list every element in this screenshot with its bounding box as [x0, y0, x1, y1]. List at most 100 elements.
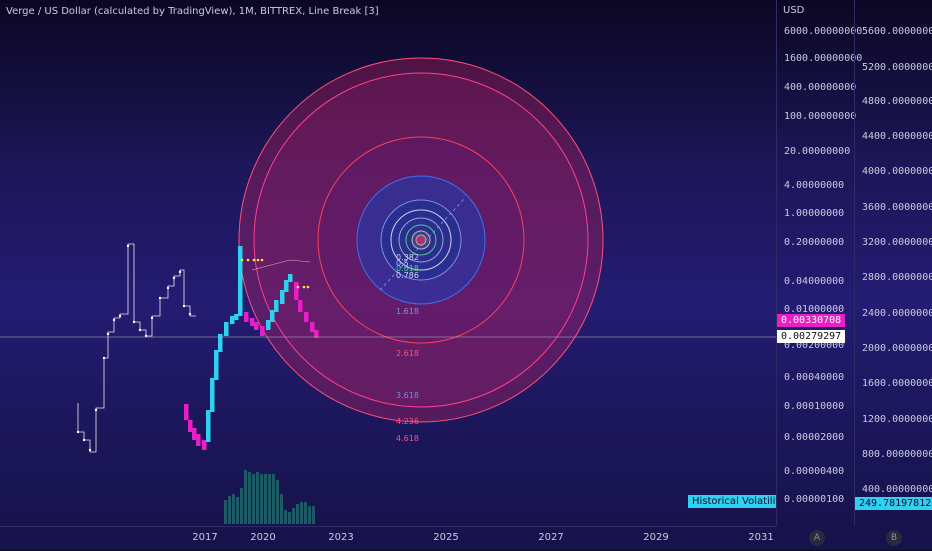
price-tick-label: 0.00000100: [784, 494, 845, 505]
volatility-bar: [288, 512, 291, 524]
chart-area[interactable]: 0.382 0.5 0.618 0.786 1.618 2.618 3.618 4.236 4.…: [0, 0, 776, 526]
volatility-bar: [272, 474, 275, 524]
volatility-bar: [260, 474, 263, 524]
volatility-bar: [276, 480, 279, 524]
volatility-histogram: [224, 470, 315, 524]
down-bar: [314, 330, 319, 338]
up-bar: [270, 310, 275, 322]
volatility-bar: [232, 494, 235, 524]
up-bar: [210, 378, 215, 412]
price-tick-label: 0.00000400: [784, 466, 845, 477]
price-tick-label: 1600.00000000: [784, 53, 863, 64]
volatility-bar: [268, 474, 271, 524]
volatility-tick-label: 4800.00000000: [862, 96, 932, 107]
price-tick-label: 6000.00000000: [784, 26, 863, 37]
time-tick-label: 2023: [328, 532, 354, 543]
up-bar: [280, 290, 285, 304]
volatility-bar: [284, 510, 287, 524]
fib-level-label: 1.618: [396, 307, 419, 316]
volatility-bar: [300, 502, 303, 524]
auto-scale-button[interactable]: A: [809, 530, 825, 546]
price-axis-right[interactable]: 5600.00000000 5200.00000000 4800.00000000 4…: [854, 0, 932, 526]
volatility-bar: [308, 506, 311, 524]
down-bar: [196, 434, 201, 446]
crosshair-price-badge: 0.00279297: [777, 330, 846, 343]
line-point: [82, 438, 86, 442]
signal-marker: [246, 258, 250, 262]
price-tick-label: 0.00002000: [784, 432, 845, 443]
price-tick-label: 0.20000000: [784, 237, 845, 248]
signal-marker: [302, 285, 306, 289]
signal-marker: [296, 285, 300, 289]
price-axis-left[interactable]: USD 6000.00000000 1600.00000000 400.000000…: [776, 0, 862, 526]
fib-level-label: 4.236: [396, 417, 419, 426]
line-point: [132, 320, 136, 324]
time-tick-label: 2020: [250, 532, 276, 543]
down-bar: [244, 312, 249, 322]
last-price-badge: 0.00330708: [777, 314, 846, 327]
line-break-bars: [184, 246, 319, 450]
volatility-tick-label: 2400.00000000: [862, 308, 932, 319]
volatility-bar: [240, 488, 243, 524]
line-series: [76, 243, 311, 453]
currency-unit: USD: [783, 5, 805, 16]
volatility-bar: [236, 497, 239, 524]
line-point: [94, 408, 98, 412]
volatility-tick-label: 1200.00000000: [862, 414, 932, 425]
fib-level-label: 0.786: [396, 271, 419, 280]
up-bar: [214, 350, 219, 380]
signal-marker: [260, 258, 264, 262]
up-bar: [206, 410, 211, 442]
time-tick-label: 2031: [748, 532, 774, 543]
price-tick-label: 100.00000000: [784, 111, 857, 122]
volatility-tick-label: 1600.00000000: [862, 378, 932, 389]
chart-title: Verge / US Dollar (calculated by Trading…: [6, 6, 379, 17]
historical-volatility-label[interactable]: Historical Volatility: [688, 495, 776, 508]
down-bar: [298, 300, 303, 312]
time-axis[interactable]: 2017 2020 2023 2025 2027 2029 2031: [0, 526, 776, 551]
line-point: [126, 244, 130, 248]
line-point: [76, 430, 80, 434]
volatility-bar: [264, 474, 267, 524]
down-bar: [202, 440, 207, 450]
line-point: [172, 276, 176, 280]
line-point: [188, 312, 192, 316]
volatility-bar: [256, 472, 259, 524]
down-bar: [184, 404, 189, 420]
fib-circle: [415, 234, 427, 246]
fib-circle: [405, 224, 437, 256]
price-tick-label: 400.00000000: [784, 82, 857, 93]
volatility-bar: [292, 508, 295, 524]
time-tick-label: 2027: [538, 532, 564, 543]
up-bar: [288, 274, 293, 282]
price-tick-label: 1.00000000: [784, 208, 845, 219]
down-bar: [310, 322, 315, 332]
line-point: [166, 286, 170, 290]
volatility-value-badge: 249.78197812: [855, 497, 932, 510]
fib-circle: [398, 217, 444, 263]
fib-trend-line: [379, 197, 466, 291]
signal-marker: [252, 258, 256, 262]
volatility-bar: [296, 504, 299, 524]
volatility-bar: [248, 472, 251, 524]
up-bar: [284, 280, 289, 292]
volatility-tick-label: 3200.00000000: [862, 237, 932, 248]
volatility-tick-label: 400.00000000: [862, 484, 932, 495]
up-bar: [224, 322, 229, 336]
line-point: [158, 296, 162, 300]
log-scale-button[interactable]: B: [886, 530, 902, 546]
volatility-bar: [312, 506, 315, 524]
down-bar: [192, 428, 197, 440]
up-bar: [230, 316, 235, 324]
time-tick-label: 2025: [433, 532, 459, 543]
line-series-path: [77, 243, 196, 453]
volatility-bar: [244, 470, 247, 524]
signal-marker: [240, 258, 244, 262]
volatility-bar: [304, 502, 307, 524]
fib-level-label: 2.618: [396, 349, 419, 358]
time-tick-label: 2017: [192, 532, 218, 543]
time-tick-label: 2029: [643, 532, 669, 543]
fib-circle: [390, 209, 452, 271]
